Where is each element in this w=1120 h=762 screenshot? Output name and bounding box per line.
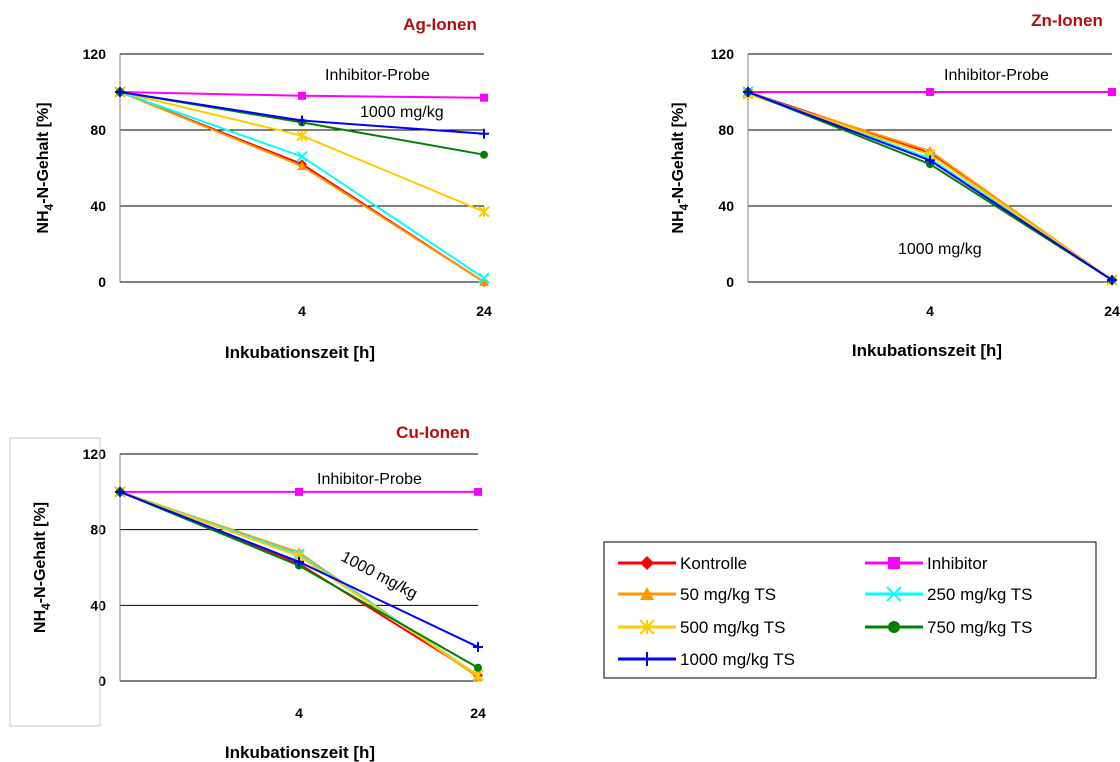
legend-marker xyxy=(888,621,900,633)
data-point-250-mg-kg-ts xyxy=(296,150,308,163)
y-tick-label: 0 xyxy=(98,274,106,290)
data-point-500-mg-kg-ts xyxy=(472,669,484,682)
legend-item: Kontrolle xyxy=(618,554,747,573)
data-point-50-mg-kg-ts xyxy=(479,277,489,286)
x-tick-label: 4 xyxy=(298,303,306,319)
legend-item: 500 mg/kg TS xyxy=(618,618,786,637)
legend-marker xyxy=(640,587,654,600)
legend-marker xyxy=(888,557,900,569)
legend-item: 250 mg/kg TS xyxy=(865,585,1033,604)
data-point-750-mg-kg-ts xyxy=(474,663,482,672)
legend-label: Inhibitor xyxy=(927,554,988,573)
x-tick-label: 24 xyxy=(1104,303,1120,319)
chart-annotation: 1000 mg/kg xyxy=(360,104,444,121)
series-line-kontrolle xyxy=(119,490,479,677)
x-tick-label: 4 xyxy=(295,705,303,721)
chart-title: Cu-Ionen xyxy=(396,423,470,442)
y-axis-title: NH4-N-Gehalt [%] xyxy=(35,102,56,233)
series-line-500-mg-kg-ts xyxy=(119,490,479,677)
chart-annotation: 1000 mg/kg xyxy=(898,241,982,258)
series-line-250-mg-kg-ts xyxy=(119,490,479,677)
legend-label: 750 mg/kg TS xyxy=(927,618,1033,637)
data-point-250-mg-kg-ts xyxy=(478,272,490,284)
chart-zn: Zn-Ionen 0 40 80 120 4 24 Inkubationszeit [h] NH… xyxy=(670,11,1120,360)
legend-label: Kontrolle xyxy=(680,554,747,573)
chart-annotation: Inhibitor-Probe xyxy=(325,67,430,84)
chart-title: Ag-Ionen xyxy=(403,15,477,34)
data-point-1000-mg-kg-ts xyxy=(294,556,304,567)
y-tick-label: 40 xyxy=(90,597,106,613)
x-tick-label: 4 xyxy=(926,303,934,319)
legend-marker xyxy=(640,556,654,570)
y-tick-label: 40 xyxy=(90,198,106,214)
x-axis-title: Inkubationszeit [h] xyxy=(225,343,375,362)
y-axis-title: NH4-N-Gehalt [%] xyxy=(670,102,691,233)
legend-item: 750 mg/kg TS xyxy=(865,618,1033,637)
chart-annotation: Inhibitor-Probe xyxy=(317,471,422,488)
x-tick-label: 24 xyxy=(470,705,486,721)
legend-item: 50 mg/kg TS xyxy=(618,585,776,604)
legend-label: 1000 mg/kg TS xyxy=(680,650,795,669)
y-tick-label: 0 xyxy=(726,274,734,290)
y-axis-title: NH4-N-Gehalt [%] xyxy=(32,502,53,633)
legend-label: 50 mg/kg TS xyxy=(680,585,776,604)
legend-item: Inhibitor xyxy=(865,554,988,573)
y-tick-label: 120 xyxy=(83,446,107,462)
data-point-1000-mg-kg-ts xyxy=(1107,275,1117,286)
data-point-inhibitor xyxy=(295,487,303,496)
chart-title: Zn-Ionen xyxy=(1031,11,1103,30)
data-point-1000-mg-kg-ts xyxy=(115,486,125,497)
chart-annotation: Inhibitor-Probe xyxy=(944,67,1049,84)
y-tick-label: 0 xyxy=(98,673,106,689)
legend: Kontrolle Inhibitor 50 mg/kg TS 250 mg/kg T… xyxy=(603,541,1097,679)
series-line-50-mg-kg-ts xyxy=(119,490,479,679)
legend-label: 250 mg/kg TS xyxy=(927,585,1033,604)
legend-marker xyxy=(886,586,902,602)
ylabel-frame xyxy=(9,437,101,727)
data-point-inhibitor xyxy=(480,93,488,102)
data-point-1000-mg-kg-ts xyxy=(743,87,753,97)
x-axis-title: Inkubationszeit [h] xyxy=(225,743,375,762)
x-axis-title: Inkubationszeit [h] xyxy=(852,341,1002,360)
x-tick-label: 24 xyxy=(476,303,492,319)
data-point-1000-mg-kg-ts xyxy=(925,155,935,166)
data-point-1000-mg-kg-ts xyxy=(297,115,307,126)
y-tick-label: 120 xyxy=(83,46,107,62)
data-point-500-mg-kg-ts xyxy=(478,205,490,218)
data-point-inhibitor xyxy=(298,91,306,100)
data-point-1000-mg-kg-ts xyxy=(115,87,125,97)
legend-item: 1000 mg/kg TS xyxy=(618,650,795,669)
data-point-inhibitor xyxy=(474,487,482,496)
data-point-1000-mg-kg-ts xyxy=(473,641,483,652)
legend-marker xyxy=(639,619,655,635)
y-tick-label: 80 xyxy=(90,522,106,538)
y-tick-label: 120 xyxy=(711,46,735,62)
chart-ag: Ag-Ionen 0 40 80 120 4 24 Inkubationszeit [h] NH… xyxy=(35,15,492,362)
data-point-50-mg-kg-ts xyxy=(297,161,307,171)
y-tick-label: 40 xyxy=(718,198,734,214)
y-tick-label: 80 xyxy=(90,122,106,138)
data-point-750-mg-kg-ts xyxy=(480,150,488,159)
y-tick-label: 80 xyxy=(718,122,734,138)
data-point-inhibitor xyxy=(926,88,934,96)
data-point-1000-mg-kg-ts xyxy=(479,128,489,139)
legend-marker xyxy=(640,652,654,666)
legend-box xyxy=(603,541,1097,679)
data-point-500-mg-kg-ts xyxy=(296,129,308,142)
data-point-inhibitor xyxy=(1108,88,1116,96)
legend-label: 500 mg/kg TS xyxy=(680,618,786,637)
